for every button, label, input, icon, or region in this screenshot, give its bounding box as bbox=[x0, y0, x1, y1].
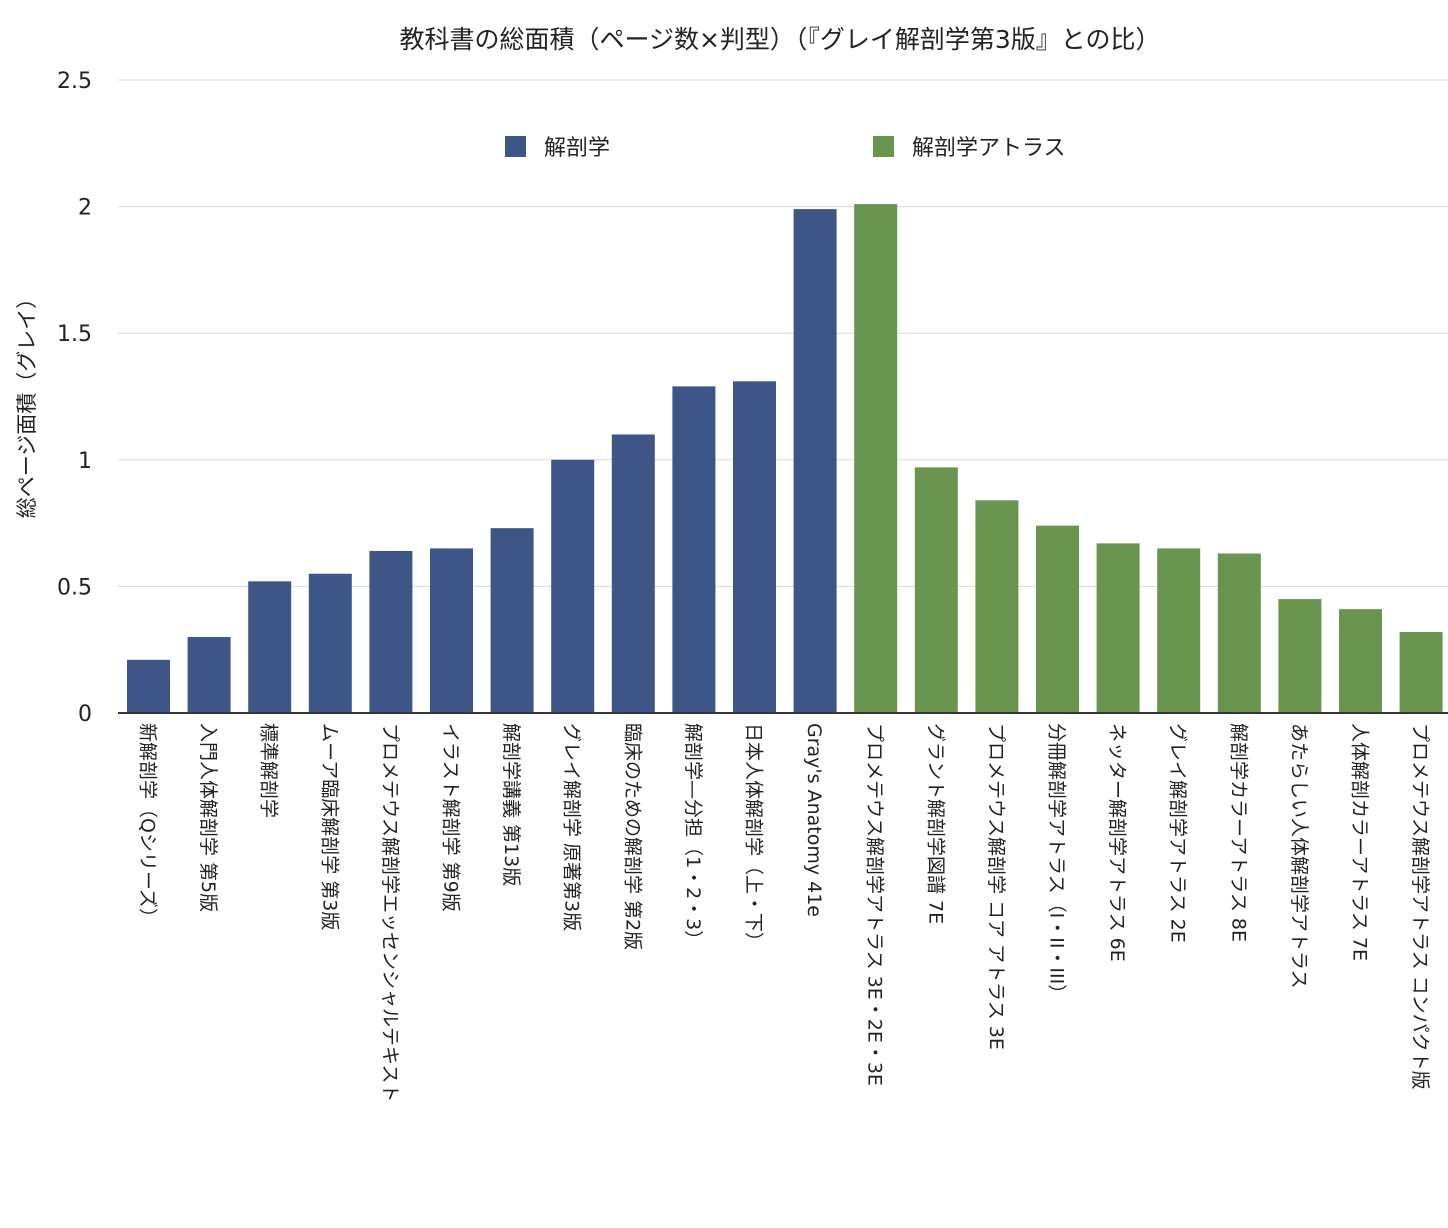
bar bbox=[551, 459, 595, 713]
bar bbox=[854, 204, 898, 713]
x-category-label: イラスト解剖学 第9版 bbox=[440, 723, 462, 912]
bar bbox=[672, 386, 716, 713]
bar bbox=[1157, 548, 1201, 713]
x-category-label: 臨床のための解剖学 第2版 bbox=[621, 723, 643, 950]
x-category-label: 日本人体解剖学（上・下） bbox=[743, 723, 765, 951]
bar bbox=[793, 209, 837, 713]
bar bbox=[490, 528, 534, 713]
x-category-label: プロメテウス解剖学アトラス コンパクト版 bbox=[1409, 723, 1431, 1090]
x-category-label: プロメテウス解剖学エッセンシャルテキスト bbox=[379, 723, 401, 1102]
bar bbox=[369, 550, 413, 713]
x-category-label: 解剖学カラーアトラス 8E bbox=[1227, 723, 1249, 942]
x-category-label: 標準解剖学 bbox=[258, 723, 280, 818]
bar bbox=[308, 573, 352, 713]
x-category-label: グレイ解剖学 原著第3版 bbox=[561, 723, 583, 931]
legend-label: 解剖学アトラス bbox=[912, 136, 1066, 161]
y-axis-ticks: 0 0.5 1 1.5 2 2.5 bbox=[57, 69, 92, 727]
bar bbox=[1339, 609, 1382, 713]
x-category-label: ネッター解剖学アトラス 6E bbox=[1106, 723, 1128, 962]
bar bbox=[914, 467, 958, 713]
x-category-label: グラント解剖学図譜 7E bbox=[924, 723, 946, 924]
y-tick-label: 2 bbox=[78, 196, 92, 221]
x-category-label: プロメテウス解剖学アトラス 3E・2E・3E bbox=[864, 723, 886, 1086]
bars bbox=[127, 204, 1443, 713]
bar bbox=[611, 434, 655, 713]
bar bbox=[1278, 599, 1322, 713]
chart-title: 教科書の総面積（ページ数×判型）（『グレイ解剖学第3版』との比） bbox=[399, 25, 1160, 54]
x-category-label: グレイ解剖学アトラス 2E bbox=[1167, 723, 1189, 943]
legend: 解剖学 解剖学アトラス bbox=[505, 136, 1066, 161]
bar bbox=[1096, 543, 1140, 713]
y-axis-label: 総ページ面積（グレイ） bbox=[15, 288, 39, 519]
x-category-label: プロメテウス解剖学 コア アトラス 3E bbox=[985, 723, 1007, 1050]
y-tick-label: 1.5 bbox=[57, 322, 92, 347]
x-category-label: 分冊解剖学アトラス（I・II・III） bbox=[1046, 723, 1068, 1003]
bar bbox=[430, 548, 473, 713]
y-tick-label: 1 bbox=[78, 449, 92, 474]
bar bbox=[1399, 631, 1443, 713]
bar bbox=[248, 581, 292, 713]
legend-swatch bbox=[505, 136, 526, 157]
x-category-label: 入門人体解剖学 第5版 bbox=[197, 723, 219, 912]
x-category-label: 解剖学—分担（1・2・3） bbox=[682, 723, 704, 949]
legend-label: 解剖学 bbox=[544, 136, 610, 161]
bar bbox=[975, 500, 1019, 713]
bar bbox=[733, 381, 776, 713]
y-tick-label: 0 bbox=[78, 702, 92, 727]
legend-swatch bbox=[873, 136, 894, 157]
bar bbox=[1217, 553, 1261, 713]
x-category-label: あたらしい人体解剖学アトラス bbox=[1288, 723, 1310, 989]
x-category-label: ムーア臨床解剖学 第3版 bbox=[318, 723, 340, 930]
gridlines bbox=[118, 79, 1448, 587]
y-tick-label: 0.5 bbox=[57, 575, 92, 600]
x-category-label: 解剖学講義 第13版 bbox=[500, 723, 522, 886]
x-category-label: Gray's Anatomy 41e bbox=[803, 723, 825, 917]
x-category-label: 新解剖学（Qシリーズ） bbox=[137, 723, 159, 927]
bar bbox=[187, 637, 231, 713]
x-category-label: 人体解剖カラーアトラス 7E bbox=[1349, 723, 1371, 961]
x-axis-labels: 新解剖学（Qシリーズ） 入門人体解剖学 第5版 標準解剖学 ムーア臨床解剖学 第3版 プ… bbox=[137, 723, 1432, 1102]
bar bbox=[127, 659, 170, 713]
bar bbox=[1036, 525, 1079, 713]
y-tick-label: 2.5 bbox=[57, 69, 92, 94]
